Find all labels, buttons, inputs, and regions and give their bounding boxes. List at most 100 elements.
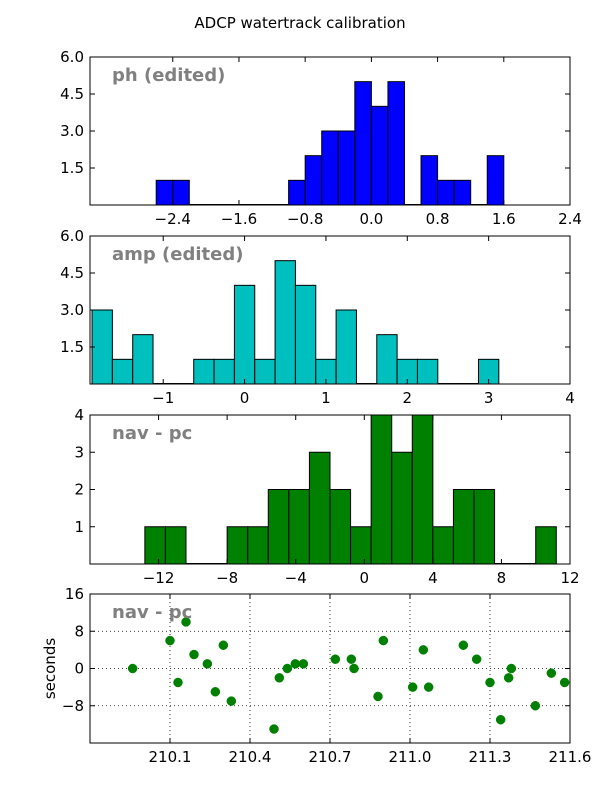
histogram-bar: [155, 179, 174, 205]
x-tick-label: 1.6: [492, 210, 516, 228]
y-tick-label: 2: [74, 481, 84, 499]
panel-label: amp (edited): [112, 244, 243, 265]
scatter-point: [173, 677, 183, 688]
histogram-bar: [172, 179, 190, 205]
scatter-point: [346, 654, 357, 664]
y-tick-label: 6.0: [60, 227, 84, 245]
x-tick-label: −0.8: [287, 210, 323, 228]
histogram-bar: [387, 81, 405, 205]
panel-label: nav - pc: [112, 602, 192, 623]
y-tick-label: 4.5: [60, 264, 84, 282]
x-tick-label: 4: [565, 389, 575, 407]
histogram-bar: [288, 179, 306, 205]
scatter-point: [506, 663, 517, 674]
histogram-bar: [91, 309, 113, 384]
marks: [127, 617, 570, 734]
scatter-point: [530, 701, 541, 711]
scatter-point: [269, 724, 279, 734]
histogram-bar: [337, 130, 356, 205]
histogram-bar: [274, 260, 296, 384]
y-tick-label: 1: [74, 518, 84, 536]
histogram-bar: [247, 526, 269, 564]
histogram-bar: [304, 155, 323, 205]
y-tick-label: 0: [74, 660, 84, 678]
histogram-bar: [411, 415, 434, 564]
scatter-point: [503, 673, 514, 683]
x-tick-label: 2.4: [558, 210, 582, 228]
y-tick-label: −8: [62, 697, 84, 715]
x-tick-label: −1: [152, 389, 174, 407]
scatter-point: [378, 635, 389, 646]
histogram-bar: [477, 358, 500, 384]
scatter-point: [330, 654, 341, 664]
histogram-bar: [132, 334, 154, 384]
y-tick-label: 3.0: [60, 122, 84, 140]
scatter-point: [559, 677, 570, 688]
histogram-bar: [193, 358, 215, 384]
scatter-point: [485, 677, 495, 688]
scatter-point: [226, 696, 237, 706]
x-tick-label: 210.4: [229, 748, 272, 766]
histogram-bar: [288, 489, 310, 564]
histogram-bar: [376, 334, 398, 384]
scatter-point: [418, 645, 429, 655]
y-tick-label: 1.5: [60, 338, 84, 356]
y-tick-label: 4: [74, 406, 84, 424]
y-tick-label: 3.0: [60, 301, 84, 319]
histogram-bar: [144, 526, 166, 564]
scatter-point: [189, 649, 199, 660]
x-tick-label: −2.4: [155, 210, 191, 228]
x-tick-label: 4: [428, 569, 438, 587]
x-tick-label: 2: [403, 389, 413, 407]
scatter-point: [407, 682, 418, 692]
x-tick-label: 211.3: [469, 748, 512, 766]
histogram-bar: [321, 130, 339, 205]
scatter-point: [218, 640, 229, 650]
panel-1: −2.4 −1.6 −0.8 0.0 0.8 1.6 2.4 1.5 3.0 4.5 6.0 ph (…: [60, 48, 582, 228]
x-tick-label: 0.0: [359, 210, 383, 228]
histogram-bar: [294, 284, 317, 384]
histogram-bar: [437, 179, 455, 205]
y-tick-label: 16: [65, 585, 84, 603]
scatter-point: [202, 659, 213, 669]
x-tick-label: 1: [321, 389, 331, 407]
scatter-point: [165, 635, 175, 646]
x-tick-label: 0.8: [426, 210, 450, 228]
scatter-point: [458, 640, 469, 650]
histogram-bar: [432, 526, 454, 564]
scatter-point: [495, 714, 506, 725]
histogram-bar: [391, 451, 413, 564]
x-tick-label: −4: [285, 569, 307, 587]
histogram-bar: [233, 284, 256, 384]
chart-title: ADCP watertrack calibration: [194, 14, 405, 32]
histogram-bar: [370, 105, 389, 205]
histogram-bar: [111, 358, 134, 384]
scatter-point: [181, 617, 191, 627]
histogram-bar: [453, 179, 472, 205]
scatter-point: [282, 663, 293, 674]
panel-label: nav - pc: [112, 423, 192, 444]
x-tick-label: 211.6: [549, 748, 592, 766]
histogram-bar: [473, 489, 496, 564]
scatter-point: [423, 682, 434, 692]
x-tick-label: 0: [240, 389, 250, 407]
y-axis-label: seconds: [41, 638, 59, 699]
panels: −2.4 −1.6 −0.8 0.0 0.8 1.6 2.4 1.5 3.0 4.5 6.0 ph (…: [41, 48, 591, 766]
histogram-bar: [354, 81, 372, 205]
scatter-point: [210, 687, 221, 697]
scatter-point: [290, 659, 301, 669]
scatter-point: [127, 663, 138, 674]
panel-2: −1 0 1 2 3 4 1.5 3.0 4.5 6.0 amp (edited): [60, 227, 575, 407]
scatter-point: [546, 668, 557, 678]
histogram-bar: [335, 309, 357, 384]
y-tick-label: 4.5: [60, 85, 84, 103]
scatter-point: [298, 659, 309, 669]
scatter-point: [471, 654, 482, 664]
histogram-bar: [350, 526, 372, 564]
x-tick-label: 211.0: [389, 748, 432, 766]
x-tick-label: −8: [216, 569, 238, 587]
scatter-point: [274, 673, 285, 683]
x-tick-label: 210.7: [309, 748, 352, 766]
x-tick-label: 0: [360, 569, 370, 587]
